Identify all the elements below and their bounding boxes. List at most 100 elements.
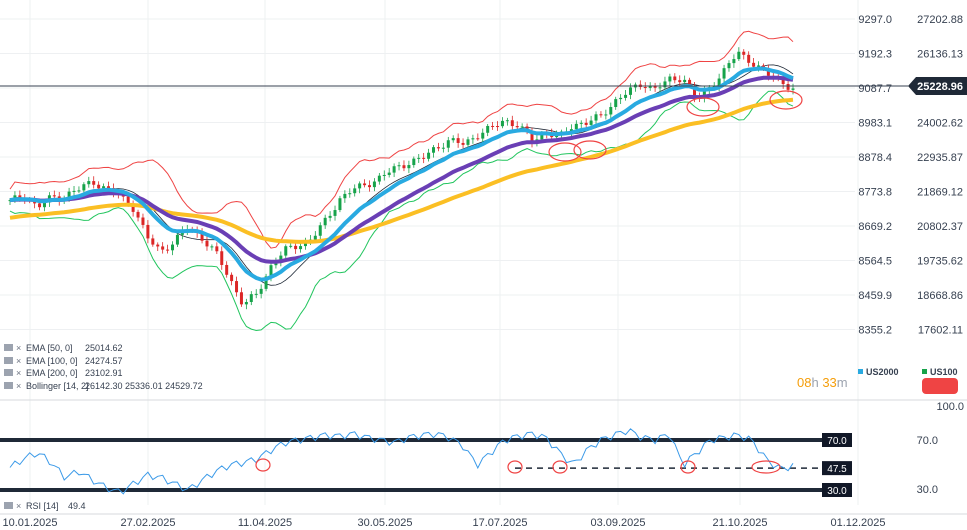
rsi-highlight: [680, 460, 696, 474]
candle-body: [540, 133, 544, 140]
time-axis: 10.01.2025 27.02.2025 11.04.2025 30.05.2025…: [0, 513, 967, 529]
left-axis-tick: 8459.9: [858, 290, 892, 302]
candle-body: [259, 288, 263, 294]
candle-body: [441, 147, 445, 149]
candle-body: [38, 203, 42, 208]
candle-body: [436, 147, 440, 149]
candle-body: [742, 51, 746, 55]
candle-body: [249, 294, 253, 303]
candle-body: [461, 142, 465, 145]
candle-body: [42, 202, 46, 208]
candle-body: [205, 240, 209, 247]
candle-body: [496, 126, 500, 128]
candle-body: [491, 125, 495, 127]
candle-body: [279, 255, 283, 263]
candle-body: [515, 126, 519, 128]
us2000-swatch: [858, 369, 863, 374]
rsi-highlight: [507, 460, 523, 474]
candle-body: [348, 193, 352, 195]
legend-icon: [4, 369, 13, 376]
candle-body: [235, 281, 239, 293]
left-axis-tick: 8878.4: [858, 152, 892, 164]
right-axis-tick: 27202.88: [917, 14, 963, 26]
time-axis-tick: 01.12.2025: [830, 517, 885, 529]
rsi-highlight: [552, 460, 568, 474]
highlight-ellipse: [769, 90, 803, 110]
time-axis-tick: 10.01.2025: [2, 517, 57, 529]
close-icon: ×: [16, 343, 21, 353]
candle-body: [432, 147, 436, 153]
legend-name: EMA [100, 0]: [26, 356, 78, 366]
candle-body: [604, 114, 608, 116]
candle-body: [72, 190, 76, 192]
candle-body: [363, 183, 367, 186]
candle-body: [569, 129, 573, 132]
rsi-highlight: [751, 460, 781, 474]
candle-body: [412, 158, 416, 166]
candle-body: [289, 245, 293, 247]
price-axes: 9297.0 9192.3 9087.7 8983.1 8878.4 8773.8 8669…: [0, 14, 967, 337]
candle-body: [786, 84, 790, 90]
candle-body: [476, 138, 480, 140]
candle-body: [520, 126, 524, 128]
candle-body: [230, 274, 234, 282]
candle-body: [82, 184, 86, 191]
countdown-timer: 08h 33m: [797, 375, 848, 390]
candle-body: [67, 191, 71, 198]
candle-body: [121, 194, 125, 197]
candle-body: [574, 123, 578, 130]
time-axis-tick: 21.10.2025: [712, 517, 767, 529]
candle-body: [323, 217, 327, 226]
candle-body: [338, 198, 342, 211]
left-axis-tick: 8983.1: [858, 118, 892, 130]
candle-body: [102, 186, 106, 189]
right-axis-tick: 26136.13: [917, 49, 963, 61]
us100-label: US100: [930, 367, 958, 377]
indicator-legend: × EMA [50, 0] 25014.62 × EMA [100, 0] 24274.5…: [4, 343, 958, 394]
candle-body: [500, 120, 504, 127]
current-price-badge: [908, 77, 967, 95]
rsi-axis-tick: 70.0: [917, 435, 938, 447]
time-axis-tick: 11.04.2025: [238, 517, 292, 529]
candle-body: [619, 97, 623, 100]
time-axis-tick: 27.02.2025: [120, 517, 175, 529]
current-price-label: 25228.96: [917, 81, 963, 93]
candle-body: [299, 246, 303, 250]
us100-swatch: [922, 369, 927, 374]
candle-body: [269, 265, 273, 277]
candle-body: [446, 140, 450, 148]
candle-body: [451, 138, 455, 141]
candle-body: [530, 132, 534, 143]
candle-body: [131, 204, 135, 212]
candle-body: [702, 90, 706, 99]
rsi-legend-value: 49.4: [68, 501, 86, 511]
legend-name: Bollinger [14, 2]: [26, 381, 89, 391]
candle-body: [407, 165, 411, 169]
candle-body: [397, 165, 401, 167]
rsi-panel: 100.0 70.0 30.0 70.0 47.5 30.0 × RSI [14] 49.4: [0, 401, 964, 511]
candle-body: [92, 181, 96, 185]
candle-body: [791, 88, 795, 90]
candle-body: [372, 181, 376, 188]
rsi-legend-name: RSI [14]: [26, 501, 59, 511]
close-icon: ×: [16, 381, 21, 391]
candle-body: [254, 293, 258, 295]
candle-body: [161, 246, 165, 250]
candle-body: [367, 185, 371, 188]
candle-body: [614, 99, 618, 108]
candle-body: [589, 120, 593, 125]
rsi-level-badge: [822, 483, 852, 497]
legend-value: 23102.91: [85, 368, 123, 378]
candle-body: [18, 195, 22, 198]
candle-body: [456, 138, 460, 143]
candle-body: [417, 157, 421, 159]
candle-body: [392, 166, 396, 173]
us2000-label: US2000: [866, 367, 899, 377]
candle-body: [313, 235, 317, 240]
legend-icon: [4, 357, 13, 364]
candle-body: [717, 78, 721, 87]
highlight-ellipse: [573, 140, 607, 160]
candle-body: [387, 172, 391, 175]
candle-body: [353, 188, 357, 194]
candle-body: [210, 246, 214, 248]
